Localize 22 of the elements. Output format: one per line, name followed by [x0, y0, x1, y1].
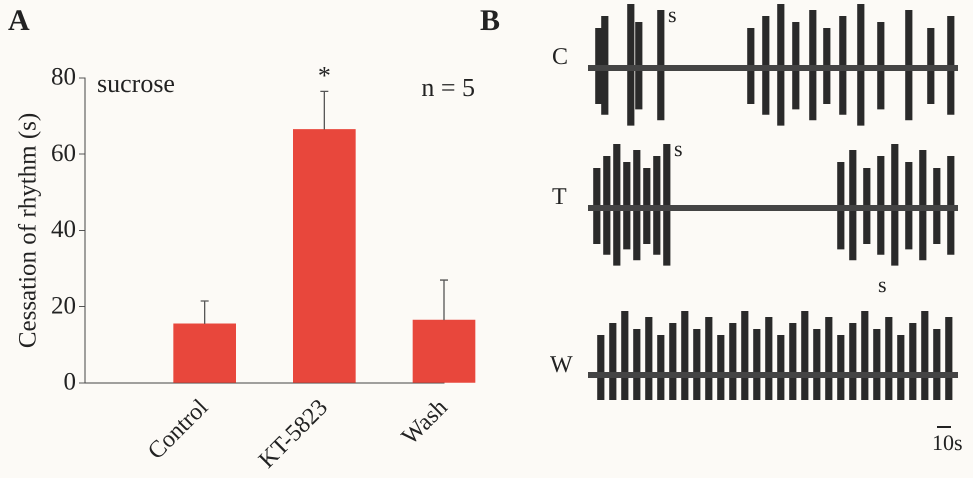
text: s	[674, 136, 683, 162]
y-tick-label: 0	[64, 368, 76, 396]
text: W	[550, 352, 573, 379]
y-tick-label: 60	[51, 140, 76, 167]
bar	[293, 129, 356, 383]
x-tick-label: Wash	[397, 394, 453, 450]
bar	[173, 324, 236, 383]
text: s	[668, 2, 677, 28]
y-tick-label: 80	[51, 64, 76, 91]
y-tick-label: 20	[51, 292, 76, 320]
text: B	[480, 4, 500, 38]
annotation: *	[318, 60, 331, 90]
text: 10s	[932, 430, 963, 456]
text: s	[878, 272, 887, 298]
y-axis-title: Cessation of rhythm (s)	[14, 112, 42, 348]
annotation: n = 5	[421, 72, 475, 102]
chart-title: A	[8, 4, 30, 38]
text: T	[552, 184, 567, 211]
bar	[412, 320, 476, 383]
text: C	[552, 44, 568, 71]
y-tick-label: 40	[51, 216, 76, 244]
annotation: sucrose	[97, 68, 175, 98]
